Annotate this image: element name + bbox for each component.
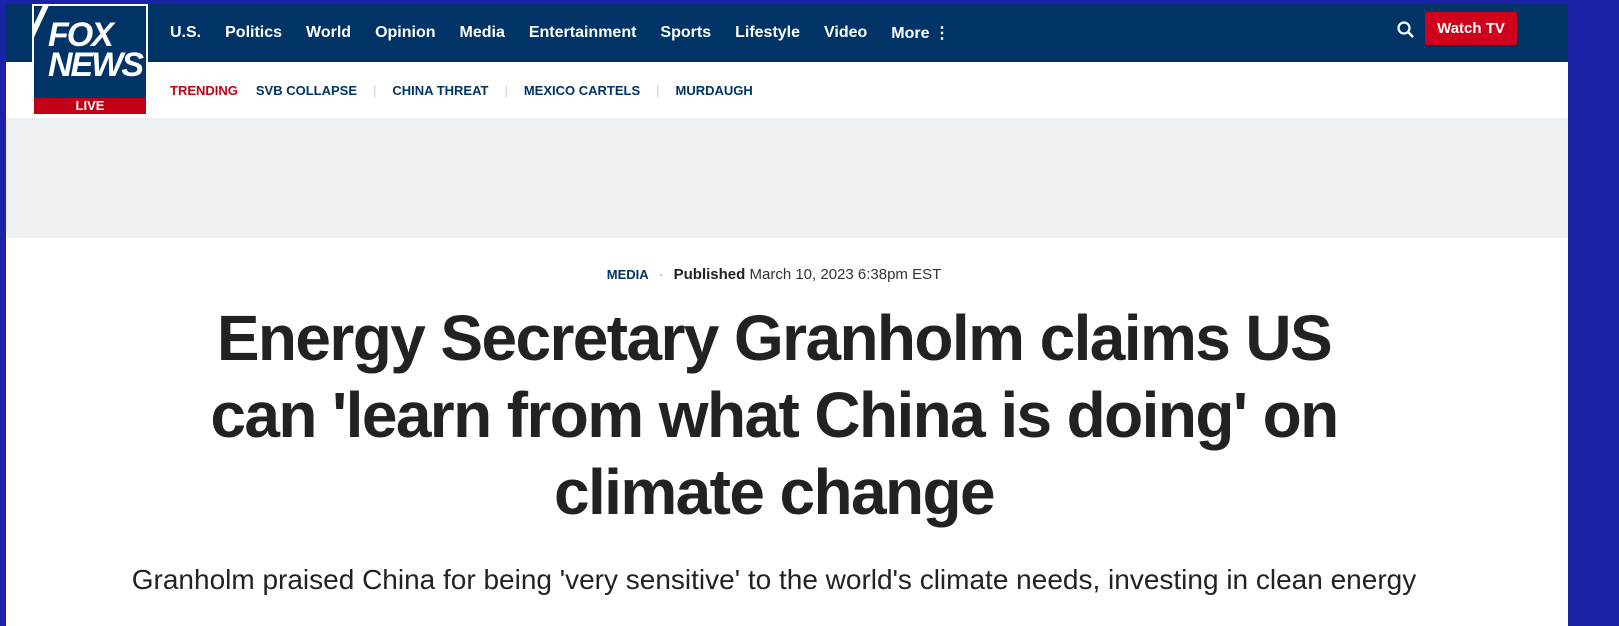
trending-link[interactable]: MEXICO CARTELS	[523, 82, 641, 98]
category[interactable]: MEDIA	[606, 267, 649, 282]
logo-line: FOX	[48, 16, 114, 54]
nav-link[interactable]: Media	[459, 24, 505, 41]
watch-tv-button[interactable]: Watch TV	[1425, 12, 1517, 45]
nav-link[interactable]: Lifestyle	[735, 24, 801, 41]
dek: Granholm praised China for being 'very s…	[131, 564, 1417, 595]
date: March 10, 2023 6:38pm EST	[749, 266, 942, 283]
top-bar: U.S. Politics World Opinion Media Entertainme…	[6, 4, 1568, 62]
logo-line: NEWS	[48, 46, 144, 84]
separator: |	[656, 82, 660, 98]
nav-link[interactable]: More ⋮	[891, 25, 950, 42]
nav: U.S. Politics World Opinion Media Entertainme…	[170, 4, 950, 62]
trending-link[interactable]: MURDAUGH	[675, 82, 753, 98]
logo-badge: LIVE	[34, 98, 146, 114]
trending-label: TRENDING	[170, 82, 238, 98]
nav-link[interactable]: Opinion	[375, 24, 436, 41]
ad-space	[6, 118, 1568, 238]
trending-bar: TRENDING SVB COLLAPSE | CHINA THREAT | MEXIC…	[170, 62, 753, 118]
headline: Energy Secretary Granholm claims US can …	[210, 302, 1339, 528]
nav-link[interactable]: World	[306, 24, 352, 41]
logo-slash	[34, 6, 49, 86]
logo-text: FOX NEWS	[48, 18, 144, 82]
search-icon[interactable]	[1396, 20, 1416, 40]
nav-link[interactable]: Sports	[660, 24, 712, 41]
separator: ·	[658, 266, 664, 283]
nav-link[interactable]: Video	[824, 24, 868, 41]
logo[interactable]: FOX NEWS LIVE	[32, 4, 148, 116]
trending-link[interactable]: SVB COLLAPSE	[255, 82, 358, 98]
page: U.S. Politics World Opinion Media Entertainme…	[6, 4, 1568, 626]
trending-link[interactable]: CHINA THREAT	[392, 82, 489, 98]
published-label: Published	[673, 266, 746, 283]
article-meta: MEDIA · Published March 10, 2023 6:38pm ES…	[6, 266, 1542, 283]
nav-link[interactable]: U.S.	[170, 24, 202, 41]
separator: |	[373, 82, 377, 98]
separator: |	[504, 82, 508, 98]
nav-link[interactable]: Politics	[225, 24, 283, 41]
nav-link[interactable]: Entertainment	[528, 24, 637, 41]
